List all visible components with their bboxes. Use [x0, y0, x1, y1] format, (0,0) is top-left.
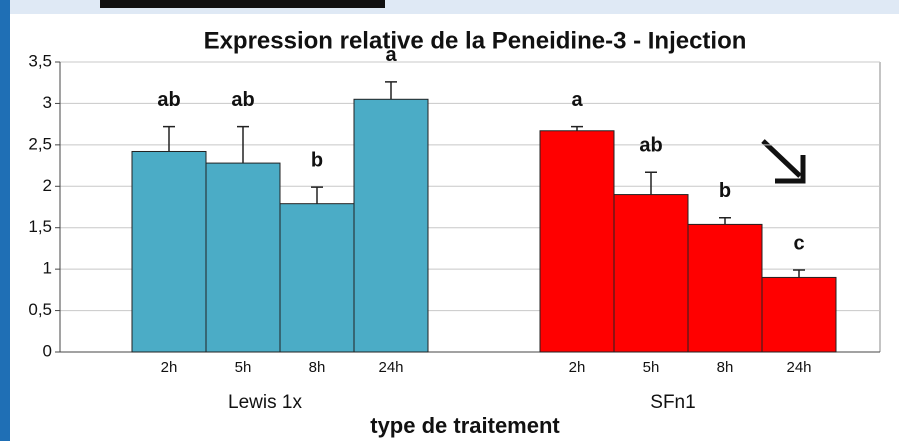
- x-tick-label: 5h: [643, 359, 660, 376]
- x-tick-label: 2h: [569, 359, 586, 376]
- y-tick-label: 0: [43, 341, 52, 360]
- x-tick-label: 5h: [235, 359, 252, 376]
- top-image: [100, 0, 385, 8]
- significance-letter: ab: [231, 89, 254, 111]
- bar: [613, 194, 689, 353]
- error-bar: [163, 125, 175, 152]
- arrow: [761, 139, 806, 184]
- error-bar: [719, 217, 731, 225]
- y-tick-label: 3: [43, 93, 52, 112]
- bar: [131, 150, 207, 353]
- error-bar: [793, 269, 805, 278]
- x-tick-label: 8h: [309, 359, 326, 376]
- y-tick-label: 1,5: [28, 217, 52, 236]
- significance-letter: b: [719, 180, 731, 202]
- significance-letter: ab: [157, 89, 180, 111]
- side-strip: [0, 0, 10, 441]
- bar: [761, 276, 837, 353]
- y-tick-label: 2,5: [28, 134, 52, 153]
- significance-letter: b: [311, 149, 323, 171]
- bar: [687, 223, 763, 353]
- error-bar: [571, 125, 583, 131]
- bar: [539, 130, 615, 353]
- x-tick-label: 2h: [161, 359, 178, 376]
- error-bar: [237, 125, 249, 164]
- bar: [205, 162, 281, 353]
- chart-title: Expression relative de la Peneidine-3 - …: [204, 27, 747, 54]
- group-label: SFn1: [650, 392, 695, 413]
- significance-letter: c: [793, 232, 804, 254]
- error-bar: [645, 171, 657, 195]
- y-tick-label: 3,5: [28, 51, 52, 70]
- significance-letter: a: [385, 44, 397, 66]
- x-axis-title: type de traitement: [370, 413, 560, 438]
- error-bar: [311, 186, 323, 204]
- x-tick-label: 8h: [717, 359, 734, 376]
- x-tick-label: 24h: [378, 359, 403, 376]
- bar: [353, 98, 429, 353]
- y-tick-label: 0,5: [28, 300, 52, 319]
- y-tick-label: 1: [43, 259, 52, 278]
- group-label: Lewis 1x: [228, 392, 302, 413]
- x-tick-label: 24h: [786, 359, 811, 376]
- y-tick-label: 2: [43, 176, 52, 195]
- error-bar: [385, 81, 397, 100]
- bar: [279, 203, 355, 353]
- significance-letter: a: [571, 89, 583, 111]
- significance-letter: ab: [639, 134, 662, 156]
